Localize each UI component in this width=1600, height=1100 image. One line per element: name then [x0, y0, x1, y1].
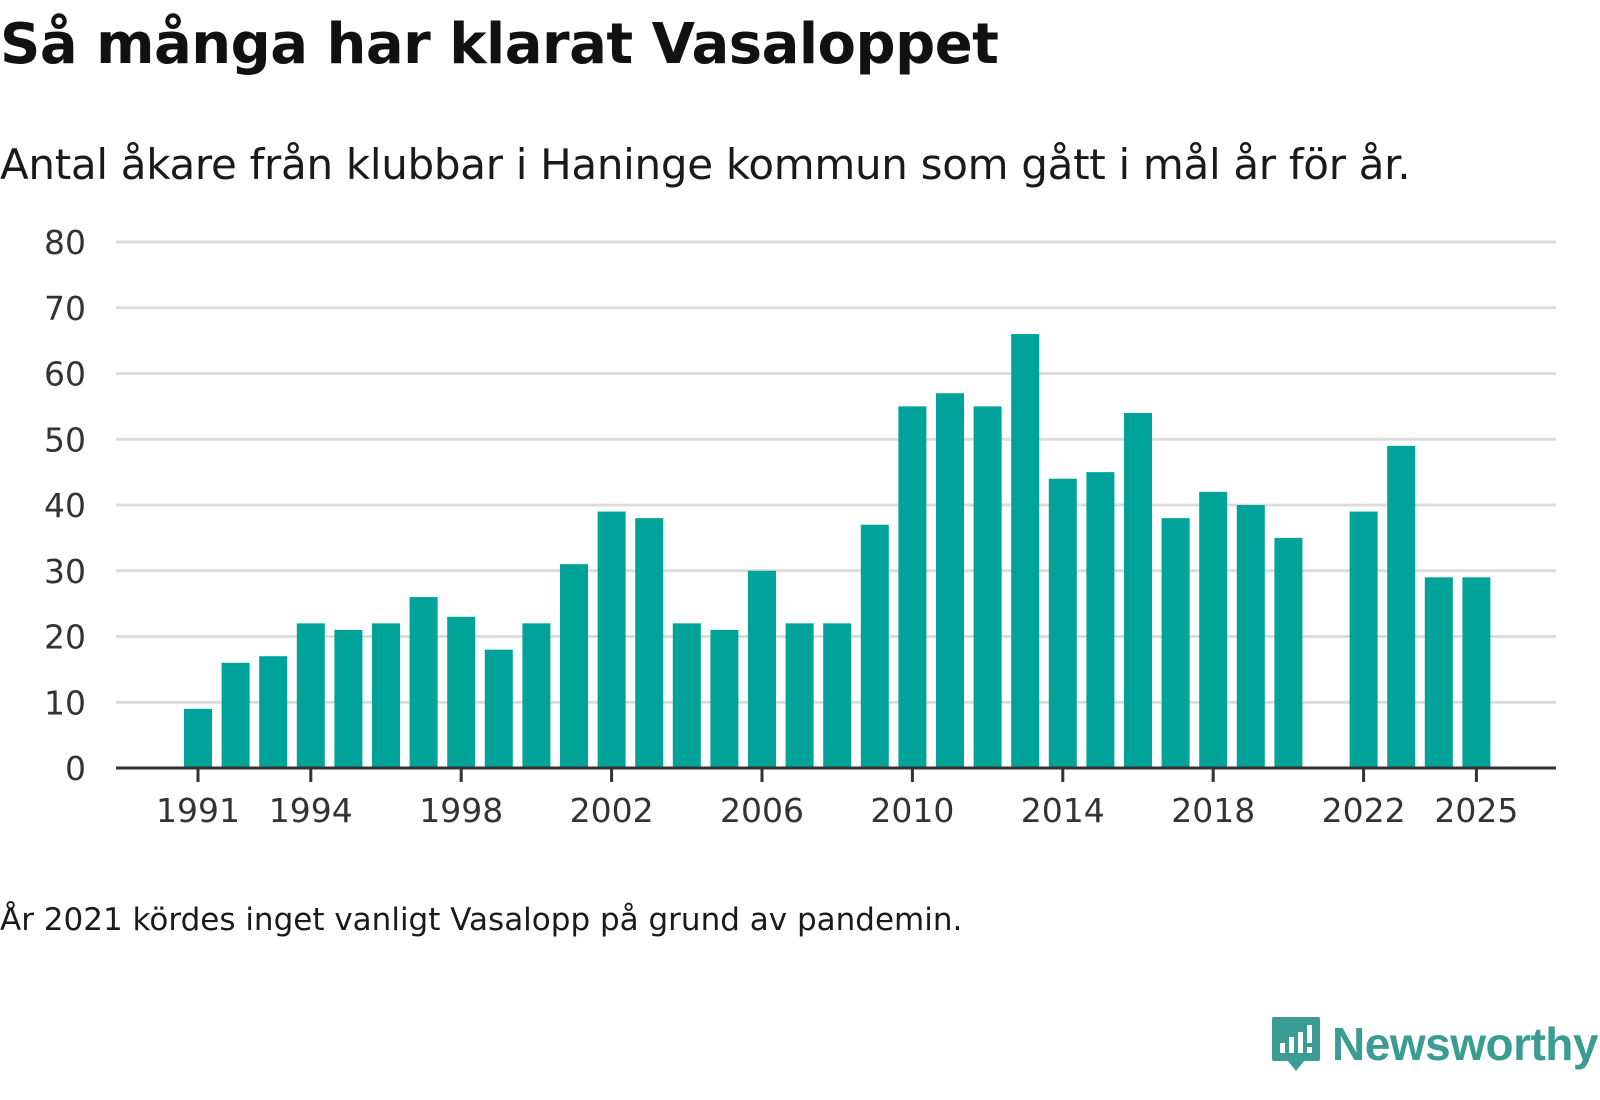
bar-2017[interactable] [1161, 518, 1190, 768]
x-tick-label: 2002 [570, 791, 654, 830]
bar-2016[interactable] [1124, 412, 1152, 768]
bar-2025[interactable] [1462, 577, 1491, 768]
bar-1992[interactable] [221, 662, 250, 768]
bar-2012[interactable] [973, 406, 1002, 768]
bar-1999[interactable] [484, 649, 513, 768]
x-tick-label: 2018 [1171, 791, 1255, 830]
bar-2020[interactable] [1274, 537, 1303, 768]
y-tick-label: 80 [44, 223, 86, 262]
x-tick-label: 2025 [1434, 791, 1518, 830]
bar-2022[interactable] [1349, 511, 1378, 768]
bar-2015[interactable] [1086, 472, 1115, 768]
bars [184, 334, 1491, 768]
y-tick-label: 40 [44, 486, 86, 525]
bar-2006[interactable] [748, 570, 776, 768]
bar-2007[interactable] [785, 623, 814, 768]
bar-2013[interactable] [1011, 334, 1040, 768]
bar-2010[interactable] [898, 406, 927, 768]
x-tick-label: 2014 [1021, 791, 1105, 830]
bar-1996[interactable] [372, 623, 400, 768]
newsworthy-logo-icon [1272, 1017, 1321, 1071]
bar-2011[interactable] [936, 393, 964, 768]
y-tick-label: 10 [44, 683, 86, 722]
y-axis-labels: 0 10 20 30 40 50 60 70 80 [44, 223, 86, 788]
bar-2004[interactable] [672, 623, 701, 768]
bar-2009[interactable] [860, 524, 889, 768]
bar-2024[interactable] [1424, 577, 1453, 768]
bar-2018[interactable] [1199, 491, 1228, 768]
x-tick-label: 1994 [269, 791, 353, 830]
y-tick-label: 70 [44, 289, 86, 328]
y-tick-label: 50 [44, 420, 86, 459]
bar-1994[interactable] [296, 623, 325, 768]
bar-2000[interactable] [522, 623, 551, 768]
bar-1995[interactable] [334, 629, 363, 768]
y-tick-label: 60 [44, 355, 86, 394]
y-tick-label: 30 [44, 552, 86, 591]
x-axis-labels: 1991 1994 1998 2002 2006 2010 2014 2018 2022 2025 [156, 791, 1518, 830]
brand-logo[interactable]: Newsworthy [1270, 1015, 1598, 1073]
x-tick-label: 1991 [156, 791, 240, 830]
bar-1993[interactable] [259, 656, 288, 768]
bar-2019[interactable] [1236, 505, 1265, 768]
bar-2005[interactable] [710, 629, 739, 768]
y-tick-label: 0 [65, 749, 86, 788]
bar-chart: 0 10 20 30 40 50 60 70 80 1991 1994 1998 2002 2006 20… [44, 223, 1556, 830]
bar-2002[interactable] [597, 511, 626, 768]
y-tick-label: 20 [44, 618, 86, 657]
x-tick-label: 2010 [870, 791, 954, 830]
brand-name: Newsworthy [1332, 1018, 1598, 1070]
bar-1998[interactable] [447, 616, 476, 768]
bar-2014[interactable] [1048, 478, 1077, 768]
bar-1991[interactable] [184, 708, 212, 768]
bar-2023[interactable] [1387, 445, 1416, 768]
footnote: År 2021 kördes inget vanligt Vasalopp på… [0, 902, 963, 938]
chart-title: Så många har klarat Vasaloppet [0, 12, 999, 77]
x-axis-ticks [196, 768, 1478, 782]
bar-1997[interactable] [409, 597, 438, 768]
x-tick-label: 2006 [720, 791, 804, 830]
x-tick-label: 2022 [1322, 791, 1406, 830]
bar-2008[interactable] [823, 623, 852, 768]
x-tick-label: 1998 [419, 791, 503, 830]
bar-2003[interactable] [635, 518, 664, 768]
bar-2001[interactable] [560, 564, 588, 768]
chart-subtitle: Antal åkare från klubbar i Haninge kommu… [0, 140, 1411, 189]
